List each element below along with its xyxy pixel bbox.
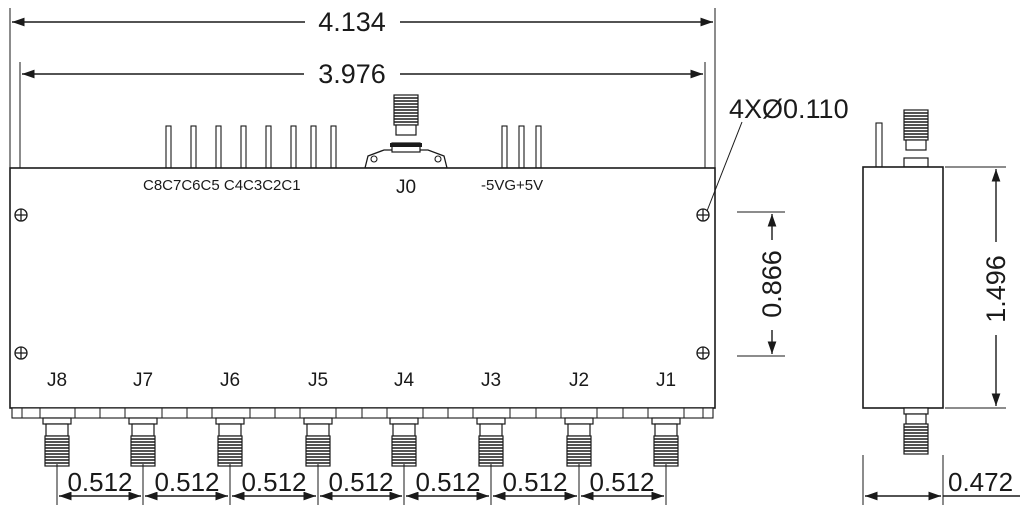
pitch-value-7: 0.512 xyxy=(589,467,654,497)
port-label-j6: J6 xyxy=(220,370,240,391)
sma-connector-j3 xyxy=(476,417,506,467)
hole-callout: 4XØ0.110 xyxy=(706,94,849,212)
hole-callout-text: 4XØ0.110 xyxy=(729,94,849,124)
sma-connector-j6 xyxy=(215,417,245,467)
pitch-value-6: 0.512 xyxy=(502,467,567,497)
bottom-flange xyxy=(11,407,714,419)
hole-spacing-value: 0.866 xyxy=(757,250,787,318)
port-label-j5: J5 xyxy=(308,370,328,391)
mount-hole-bottom-left xyxy=(14,346,28,360)
sma-connector-j2 xyxy=(564,417,594,467)
height-dimension: 1.496 xyxy=(945,166,1011,409)
power-pins xyxy=(501,125,542,169)
depth-value: 0.472 xyxy=(948,467,1013,497)
hole-spacing-dimension: 0.866 xyxy=(737,211,787,357)
control-pins xyxy=(165,125,337,169)
height-value: 1.496 xyxy=(981,255,1011,323)
port-label-j4: J4 xyxy=(394,370,415,391)
mount-hole-bottom-right xyxy=(696,346,710,360)
pitch-value-2: 0.512 xyxy=(154,467,219,497)
module-body-side xyxy=(862,166,944,409)
sma-connector-j8 xyxy=(42,417,72,467)
port-label-j8: J8 xyxy=(47,370,67,391)
side-view xyxy=(862,109,944,455)
control-pins-label: C8C7C6C5 C4C3C2C1 xyxy=(143,177,301,194)
j0-label: J0 xyxy=(396,177,416,198)
overall-width-dimension: 4.134 xyxy=(9,7,716,168)
port-label-j3: J3 xyxy=(481,370,501,391)
rf-port-connectors xyxy=(42,417,681,467)
port-pitch-dimension-chain: 0.512 0.512 0.512 0.512 0.512 0.512 0.51… xyxy=(56,464,667,505)
port-label-j1: J1 xyxy=(656,370,676,391)
pitch-value-4: 0.512 xyxy=(328,467,393,497)
port-label-j7: J7 xyxy=(133,370,153,391)
mount-spacing-value: 3.976 xyxy=(318,59,386,89)
j0-connector xyxy=(364,94,448,169)
pitch-value-3: 0.512 xyxy=(241,467,306,497)
power-pins-label: -5VG+5V xyxy=(481,177,543,194)
sma-connector-j7 xyxy=(128,417,158,467)
sma-connector-j4 xyxy=(389,417,419,467)
module-body-front xyxy=(9,167,716,409)
sma-connector-j5 xyxy=(303,417,333,467)
overall-width-value: 4.134 xyxy=(318,7,386,37)
depth-dimension: 0.472 xyxy=(862,455,1020,505)
mount-spacing-dimension: 3.976 xyxy=(19,59,706,168)
sma-connector-j1 xyxy=(651,417,681,467)
pitch-value-1: 0.512 xyxy=(67,467,132,497)
port-label-j2: J2 xyxy=(569,370,589,391)
port-labels: J8 J7 J6 J5 J4 J3 J2 J1 xyxy=(47,370,676,391)
pitch-value-5: 0.512 xyxy=(415,467,480,497)
mount-hole-top-left xyxy=(14,208,28,222)
